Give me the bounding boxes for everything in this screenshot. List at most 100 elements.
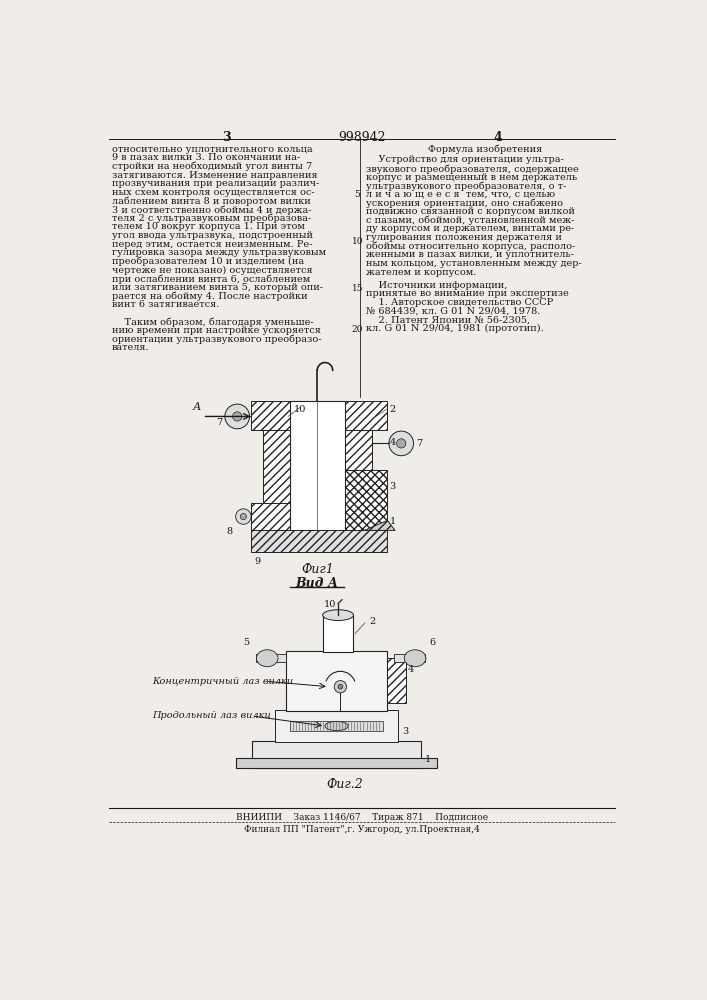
Circle shape [338, 684, 343, 689]
Text: теля 2 с ультразвуковым преобразова-: теля 2 с ультразвуковым преобразова- [112, 214, 311, 223]
Text: подвижно связанной с корпусом вилкой: подвижно связанной с корпусом вилкой [366, 207, 575, 216]
Text: 5: 5 [243, 638, 250, 647]
Ellipse shape [257, 650, 278, 667]
Circle shape [389, 431, 414, 456]
Text: 20: 20 [351, 325, 363, 334]
Bar [286, 651, 387, 711]
Text: корпус и размещенный в нем держатель: корпус и размещенный в нем держатель [366, 173, 577, 182]
Text: № 684439, кл. G 01 N 29/04, 1978.: № 684439, кл. G 01 N 29/04, 1978. [366, 307, 540, 316]
Circle shape [240, 513, 247, 520]
Text: 7: 7 [216, 418, 223, 427]
Text: женными в пазах вилки, и уплотнитель-: женными в пазах вилки, и уплотнитель- [366, 250, 573, 259]
Text: 3: 3 [390, 482, 396, 491]
Text: при ослаблении винта 6, ослаблением: при ослаблении винта 6, ослаблением [112, 274, 310, 284]
Text: 10: 10 [293, 405, 306, 414]
Text: 1. Авторское свидетельство СССР: 1. Авторское свидетельство СССР [366, 298, 553, 307]
Text: Фиг1: Фиг1 [301, 563, 334, 576]
Text: Формула изобретения: Формула изобретения [428, 145, 542, 154]
Circle shape [334, 681, 346, 693]
Text: угол ввода ультразвука, подстроенный: угол ввода ультразвука, подстроенный [112, 231, 312, 240]
Text: 4: 4 [408, 665, 414, 674]
Text: Фиг.2: Фиг.2 [326, 778, 363, 791]
Bar [251, 530, 387, 552]
Text: чертеже не показано) осуществляется: чертеже не показано) осуществляется [112, 265, 312, 275]
Bar [251, 401, 290, 430]
Text: нию времени при настройке ускоряется: нию времени при настройке ускоряется [112, 326, 320, 335]
Text: преобразователем 10 и изделием (на: преобразователем 10 и изделием (на [112, 257, 304, 266]
Text: ВНИИПИ    Заказ 1146/67    Тираж 871    Подписное: ВНИИПИ Заказ 1146/67 Тираж 871 Подписное [236, 813, 488, 822]
Circle shape [397, 439, 406, 448]
Text: 2: 2 [370, 617, 376, 626]
Text: обоймы относительно корпуса, располо-: обоймы относительно корпуса, располо- [366, 242, 575, 251]
Text: 10: 10 [351, 237, 363, 246]
Ellipse shape [325, 721, 348, 731]
Text: затягиваются. Изменение направления: затягиваются. Изменение направления [112, 171, 317, 180]
Text: звукового преобразователя, содержащее: звукового преобразователя, содержащее [366, 164, 578, 174]
Text: ным кольцом, установленным между дер-: ным кольцом, установленным между дер- [366, 259, 582, 268]
Text: гулирования положения держателя и: гулирования положения держателя и [366, 233, 561, 242]
Text: 2: 2 [390, 405, 396, 414]
Circle shape [225, 404, 250, 429]
Text: 5: 5 [354, 190, 361, 199]
Text: относительно уплотнительного кольца: относительно уплотнительного кольца [112, 145, 312, 154]
Text: гулировка зазора между ультразвуковым: гулировка зазора между ультразвуковым [112, 248, 326, 257]
Text: с пазами, обоймой, установленной меж-: с пазами, обоймой, установленной меж- [366, 216, 574, 225]
Bar [345, 430, 372, 470]
Ellipse shape [404, 650, 426, 667]
Bar [345, 401, 387, 430]
Text: ориентации ультразвукового преобразо-: ориентации ультразвукового преобразо- [112, 334, 321, 344]
Text: лаблением винта 8 и поворотом вилки: лаблением винта 8 и поворотом вилки [112, 196, 310, 206]
Text: Продольный лаз вилки: Продольный лаз вилки [152, 711, 271, 720]
Text: 8: 8 [226, 527, 233, 536]
Text: Концентричный лаз вилки: Концентричный лаз вилки [152, 677, 293, 686]
Text: 4: 4 [494, 131, 503, 144]
Text: телем 10 вокруг корпуса 1. При этом: телем 10 вокруг корпуса 1. При этом [112, 222, 305, 231]
Bar [236, 758, 437, 768]
Circle shape [235, 509, 251, 524]
Text: 3: 3 [402, 727, 408, 736]
Text: 7: 7 [416, 439, 422, 448]
Text: 6: 6 [430, 638, 436, 647]
Text: 998942: 998942 [338, 131, 386, 144]
Text: ных схем контроля осуществляется ос-: ных схем контроля осуществляется ос- [112, 188, 315, 197]
Text: принятые во внимание при экспертизе: принятые во внимание при экспертизе [366, 289, 568, 298]
Text: вателя.: вателя. [112, 343, 149, 352]
Text: прозвучивания при реализации различ-: прозвучивания при реализации различ- [112, 179, 319, 188]
Text: 1: 1 [390, 517, 396, 526]
Bar [290, 401, 345, 532]
Text: л и ч а ю щ е е с я  тем, что, с целью: л и ч а ю щ е е с я тем, что, с целью [366, 190, 555, 199]
Text: перед этим, остается неизменным. Ре-: перед этим, остается неизменным. Ре- [112, 240, 312, 249]
Bar [256, 654, 286, 662]
Bar [251, 503, 290, 532]
Text: 10: 10 [325, 600, 337, 609]
Text: кл. G 01 N 29/04, 1981 (прототип).: кл. G 01 N 29/04, 1981 (прототип). [366, 324, 544, 333]
Bar [252, 741, 421, 768]
Text: Вид А: Вид А [296, 577, 339, 590]
Bar [387, 658, 406, 703]
Ellipse shape [322, 610, 354, 620]
Text: винт 6 затягивается.: винт 6 затягивается. [112, 300, 219, 309]
Bar [291, 721, 382, 731]
Text: 15: 15 [351, 284, 363, 293]
Text: Филиал ПП "Патент",г. Ужгород, ул.Проектная,4: Филиал ПП "Патент",г. Ужгород, ул.Проект… [244, 825, 480, 834]
Text: А: А [193, 402, 201, 412]
Text: Источники информации,: Источники информации, [366, 281, 507, 290]
Polygon shape [364, 520, 395, 530]
Text: или затягиванием винта 5, который опи-: или затягиванием винта 5, который опи- [112, 283, 322, 292]
Bar [345, 470, 387, 532]
Text: ду корпусом и держателем, винтами ре-: ду корпусом и держателем, винтами ре- [366, 224, 574, 233]
Text: ускорения ориентации, оно снабжено: ускорения ориентации, оно снабжено [366, 199, 563, 208]
Bar [262, 430, 290, 503]
Text: 9: 9 [254, 557, 260, 566]
Bar [275, 710, 398, 742]
Text: 2. Патент Японии № 56-2305,: 2. Патент Японии № 56-2305, [366, 315, 530, 324]
Bar [322, 615, 354, 652]
Text: рается на обойму 4. После настройки: рается на обойму 4. После настройки [112, 291, 308, 301]
Text: 1: 1 [425, 755, 431, 764]
Circle shape [233, 412, 242, 421]
Text: 9 в пазах вилки 3. По окончании на-: 9 в пазах вилки 3. По окончании на- [112, 153, 300, 162]
Bar [395, 654, 425, 662]
Text: стройки на необходимый угол винты 7: стройки на необходимый угол винты 7 [112, 162, 312, 171]
Text: 3: 3 [222, 131, 230, 144]
Text: жателем и корпусом.: жателем и корпусом. [366, 268, 477, 277]
